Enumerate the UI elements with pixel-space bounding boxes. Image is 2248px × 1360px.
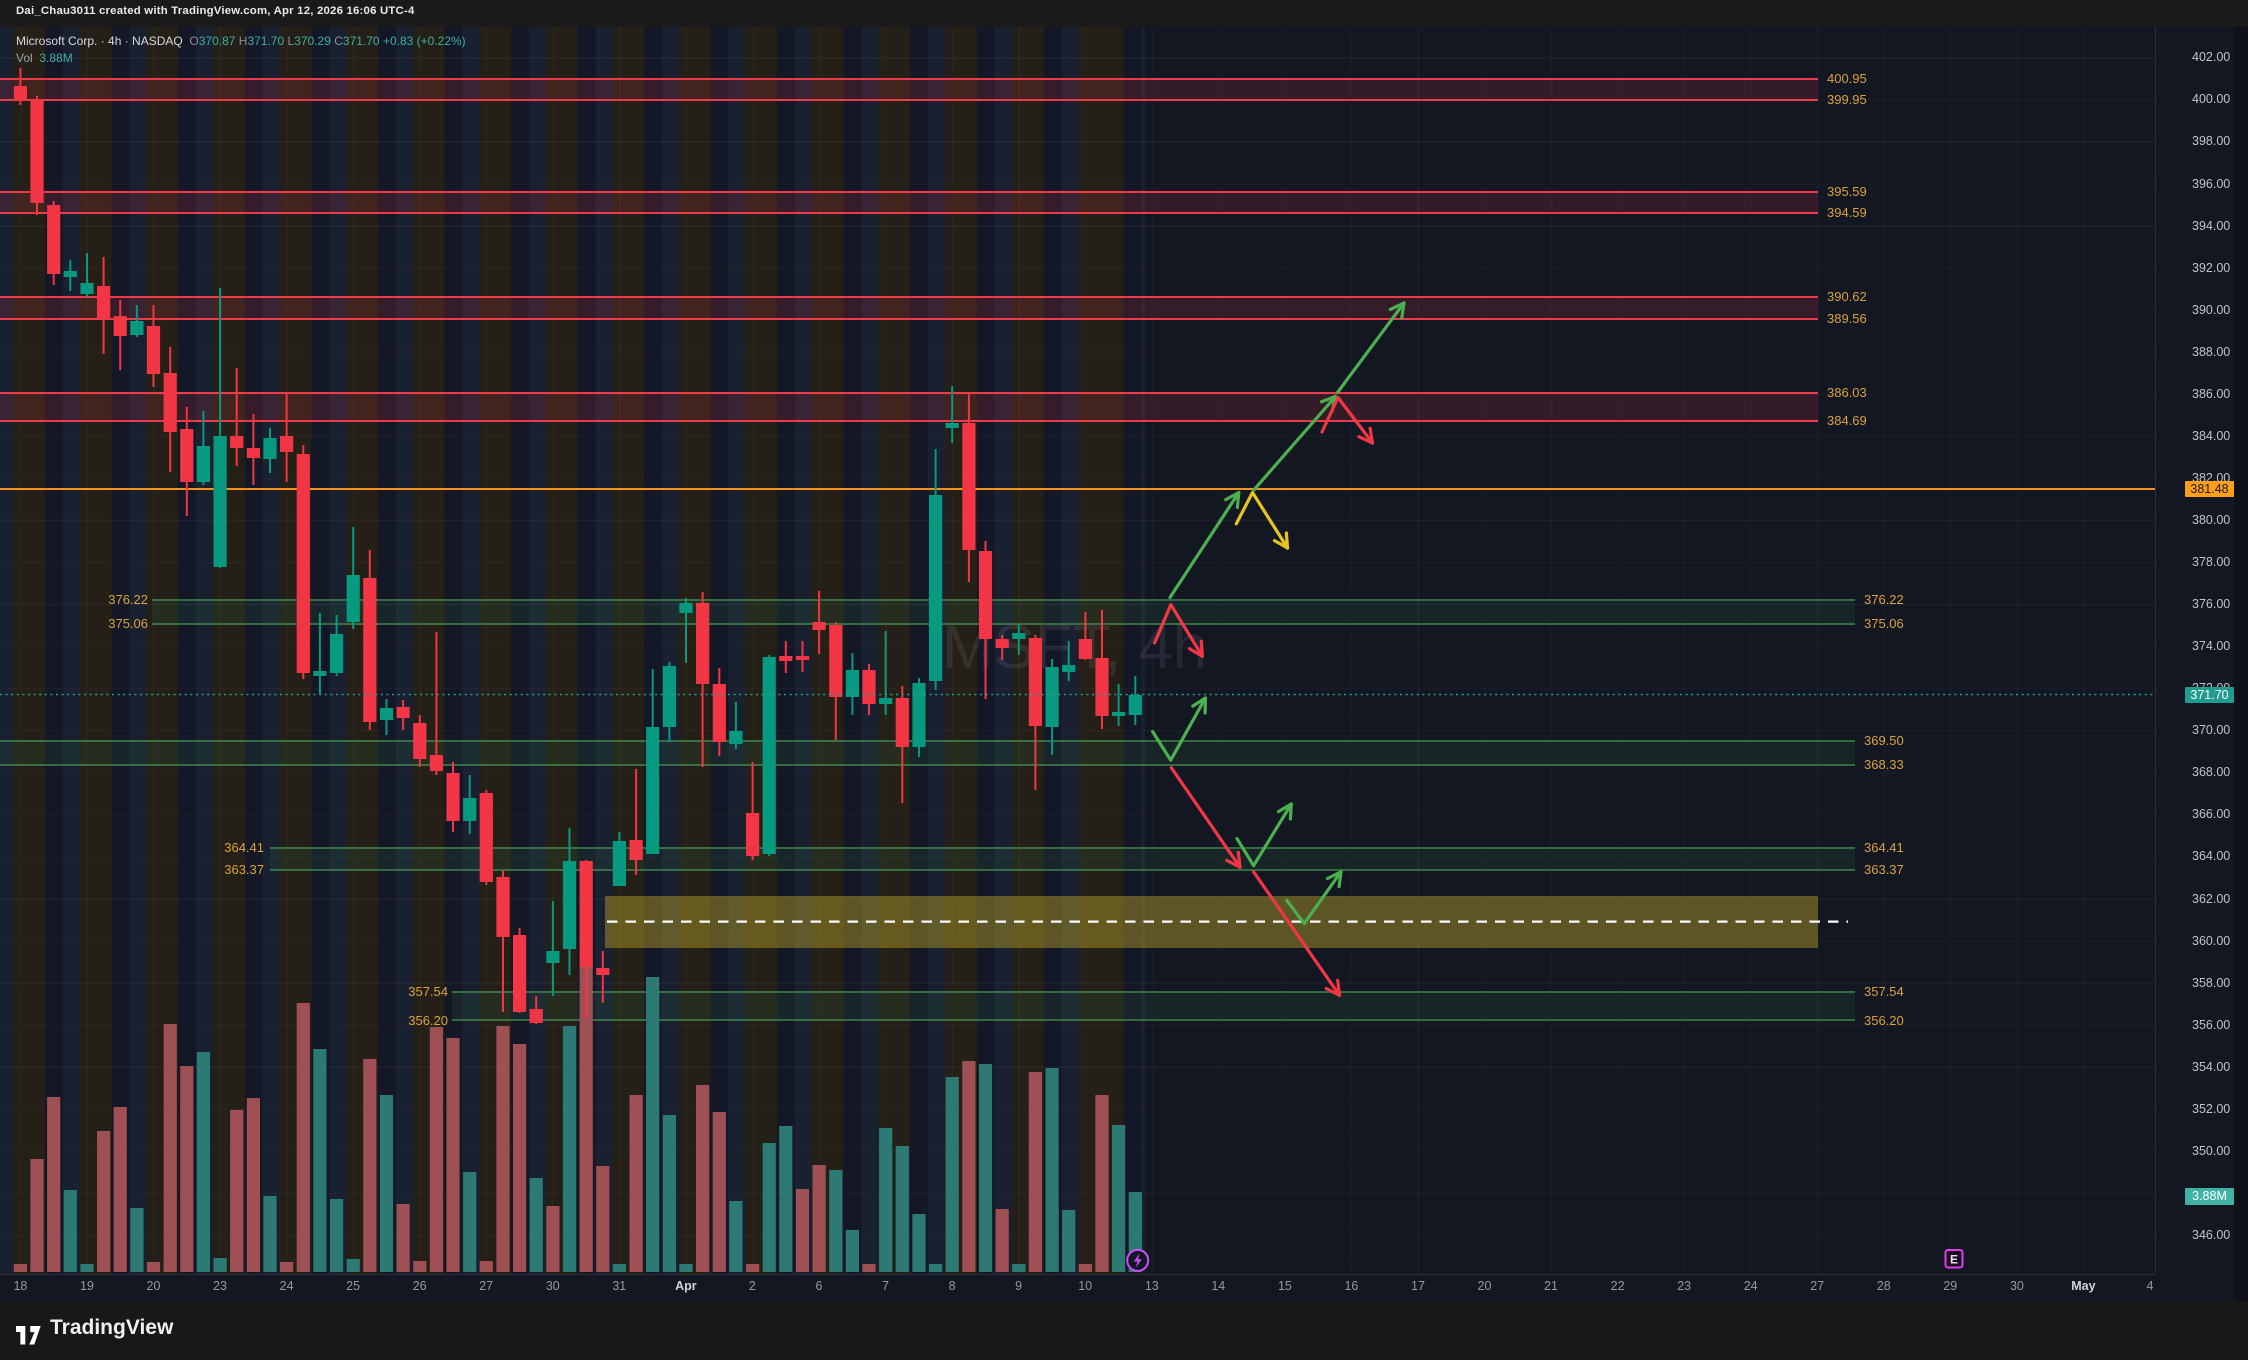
svg-text:E: E bbox=[1950, 1253, 1958, 1267]
